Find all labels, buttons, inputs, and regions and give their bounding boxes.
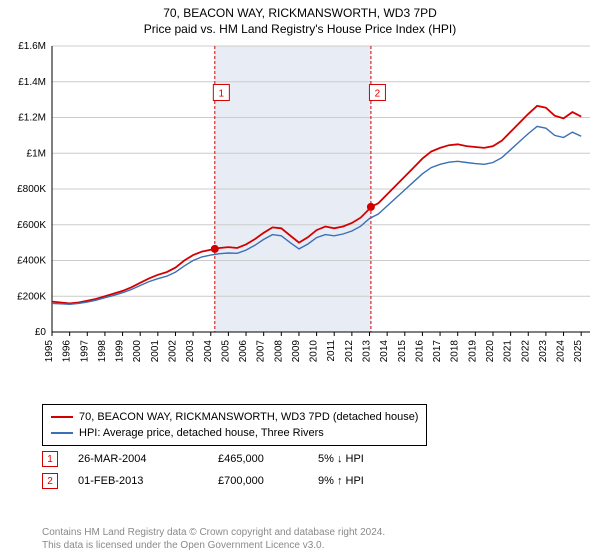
svg-text:2012: 2012 [344,340,355,363]
svg-text:£400K: £400K [17,256,46,267]
svg-text:2007: 2007 [256,340,267,363]
footer: Contains HM Land Registry data © Crown c… [42,526,385,552]
svg-text:2015: 2015 [397,340,408,363]
svg-text:2009: 2009 [291,340,302,363]
legend-swatch [51,432,73,434]
legend-row: HPI: Average price, detached house, Thre… [51,425,418,441]
sale-delta: 5% ↓ HPI [318,453,438,465]
svg-text:2011: 2011 [326,340,337,362]
svg-text:2004: 2004 [203,340,214,363]
svg-text:2003: 2003 [185,340,196,363]
svg-text:2013: 2013 [362,340,373,363]
svg-text:2016: 2016 [414,340,425,363]
svg-text:1997: 1997 [79,340,90,363]
svg-text:2018: 2018 [450,340,461,363]
svg-text:2: 2 [375,88,381,99]
svg-text:2002: 2002 [167,340,178,363]
svg-text:1: 1 [219,88,225,99]
sale-date: 26-MAR-2004 [78,453,218,465]
title-sub: Price paid vs. HM Land Registry's House … [0,22,600,36]
sale-price: £700,000 [218,475,318,487]
svg-text:1998: 1998 [97,340,108,363]
svg-text:£0: £0 [35,327,47,338]
footer-line-1: Contains HM Land Registry data © Crown c… [42,526,385,539]
sale-delta: 9% ↑ HPI [318,475,438,487]
svg-text:£1M: £1M [27,148,46,159]
svg-text:£200K: £200K [17,291,46,302]
svg-text:£800K: £800K [17,184,46,195]
chart-container: 70, BEACON WAY, RICKMANSWORTH, WD3 7PD P… [0,0,600,560]
svg-text:2020: 2020 [485,340,496,363]
svg-text:2010: 2010 [309,340,320,363]
sale-date: 01-FEB-2013 [78,475,218,487]
title-block: 70, BEACON WAY, RICKMANSWORTH, WD3 7PD P… [0,0,600,36]
legend-row: 70, BEACON WAY, RICKMANSWORTH, WD3 7PD (… [51,409,418,425]
svg-text:2024: 2024 [556,340,567,363]
svg-text:2006: 2006 [238,340,249,363]
svg-text:£1.6M: £1.6M [18,42,46,52]
sale-row: 1 26-MAR-2004£465,0005% ↓ HPI [42,448,438,470]
svg-text:2005: 2005 [220,340,231,363]
sales-table: 1 26-MAR-2004£465,0005% ↓ HPI 2 01-FEB-2013… [42,448,438,492]
svg-text:2023: 2023 [538,340,549,363]
svg-text:£1.2M: £1.2M [18,113,46,124]
svg-text:£1.4M: £1.4M [18,77,46,88]
svg-text:2000: 2000 [132,340,143,363]
svg-text:2014: 2014 [379,340,390,363]
chart-svg: £0 £200K £400K £600K £800K £1M £1.2M £1.4M £1.6M… [0,42,600,392]
legend-swatch [51,416,73,418]
svg-text:2025: 2025 [573,340,584,363]
legend: 70, BEACON WAY, RICKMANSWORTH, WD3 7PD (… [42,404,427,446]
svg-text:2008: 2008 [273,340,284,363]
svg-text:2017: 2017 [432,340,443,363]
svg-text:£600K: £600K [17,220,46,231]
sale-row: 2 01-FEB-2013£700,0009% ↑ HPI [42,470,438,492]
svg-text:2021: 2021 [503,340,514,363]
svg-text:1996: 1996 [62,340,73,363]
footer-line-2: This data is licensed under the Open Gov… [42,539,385,552]
svg-text:2001: 2001 [150,340,161,363]
chart: £0 £200K £400K £600K £800K £1M £1.2M £1.4M £1.6M… [0,42,600,392]
svg-text:2022: 2022 [520,340,531,363]
svg-text:2019: 2019 [467,340,478,363]
legend-label: HPI: Average price, detached house, Thre… [79,425,324,441]
sale-marker: 1 [42,451,58,467]
svg-text:1995: 1995 [44,340,55,363]
sale-marker: 2 [42,473,58,489]
title-main: 70, BEACON WAY, RICKMANSWORTH, WD3 7PD [0,6,600,20]
legend-label: 70, BEACON WAY, RICKMANSWORTH, WD3 7PD (… [79,409,418,425]
sale-price: £465,000 [218,453,318,465]
svg-text:1999: 1999 [115,340,126,363]
